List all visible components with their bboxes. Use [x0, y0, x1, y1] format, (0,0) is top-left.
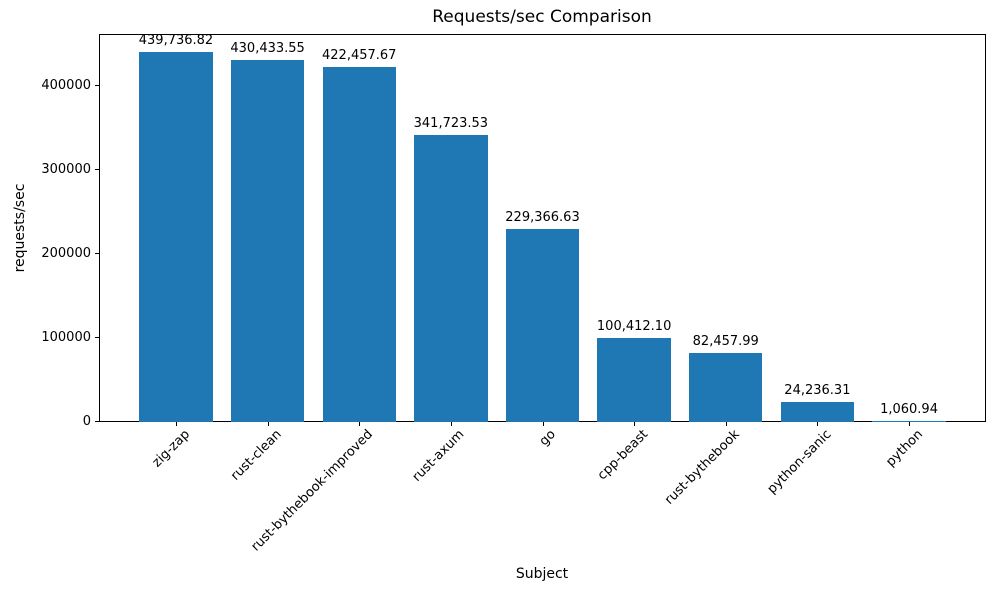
bar — [322, 66, 396, 422]
bar — [872, 421, 946, 422]
bar-value-label: 100,412.10 — [596, 318, 672, 334]
x-tick — [634, 422, 636, 426]
x-tick-label: python-sanic — [764, 427, 835, 497]
bar-value-label: 430,433.55 — [230, 41, 305, 57]
y-tick — [95, 168, 99, 170]
bar — [689, 352, 763, 422]
x-axis-label: Subject — [515, 566, 569, 582]
y-tick — [95, 421, 99, 422]
x-tick — [725, 422, 727, 426]
x-tick-label: zig-zap — [149, 427, 193, 471]
x-tick — [542, 422, 544, 426]
x-tick — [359, 422, 361, 426]
bar — [597, 337, 671, 422]
x-tick-label: rust-bythebook — [661, 427, 743, 508]
bar — [780, 401, 855, 422]
y-tick-label: 0 — [82, 414, 91, 429]
y-tick-label: 200000 — [41, 245, 91, 261]
chart-title: Requests/sec Comparison — [432, 7, 652, 27]
bar-value-label: 82,457.99 — [692, 333, 759, 349]
bar-value-label: 1,060.94 — [880, 402, 938, 417]
x-tick — [450, 422, 452, 426]
y-tick — [95, 84, 99, 86]
bar-value-label: 341,723.53 — [413, 115, 489, 131]
y-tick — [95, 252, 99, 254]
y-tick-label: 400000 — [41, 77, 91, 93]
x-tick — [909, 422, 911, 426]
bar-value-label: 229,366.63 — [505, 210, 580, 226]
y-tick — [95, 336, 99, 338]
x-tick-label: rust-clean — [227, 427, 285, 484]
x-tick-label: rust-axum — [409, 427, 468, 485]
x-tick-label: cpp-beast — [594, 427, 651, 484]
bar-value-label: 439,736.82 — [138, 33, 214, 49]
x-tick — [175, 422, 177, 426]
bar-value-label: 24,236.31 — [784, 382, 851, 398]
bar — [505, 229, 580, 422]
bar-value-label: 422,457.67 — [322, 47, 397, 63]
x-tick-label: python — [882, 427, 926, 470]
bar — [414, 134, 488, 422]
y-tick-label: 300000 — [41, 161, 91, 177]
y-tick-label: 100000 — [41, 329, 91, 345]
x-tick — [817, 422, 819, 426]
x-tick — [267, 422, 269, 426]
bar — [230, 60, 305, 422]
bar — [139, 52, 213, 422]
x-tick-label: go — [537, 427, 560, 450]
